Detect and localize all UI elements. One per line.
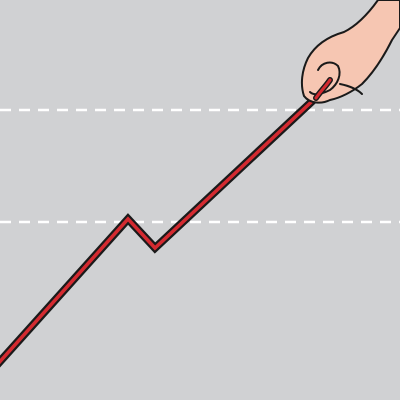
pen: [314, 78, 332, 100]
hand-palm: [300, 0, 400, 104]
line: [0, 90, 324, 365]
hand-crease: [339, 83, 363, 95]
hand: [300, 0, 400, 104]
